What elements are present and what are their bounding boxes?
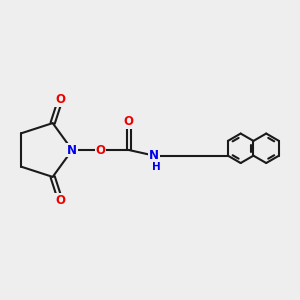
Text: N: N [67,143,77,157]
Text: N: N [149,149,159,162]
Text: O: O [55,93,65,106]
Text: H: H [152,162,161,172]
Text: O: O [55,194,65,207]
Text: O: O [124,115,134,128]
Text: O: O [95,143,106,157]
